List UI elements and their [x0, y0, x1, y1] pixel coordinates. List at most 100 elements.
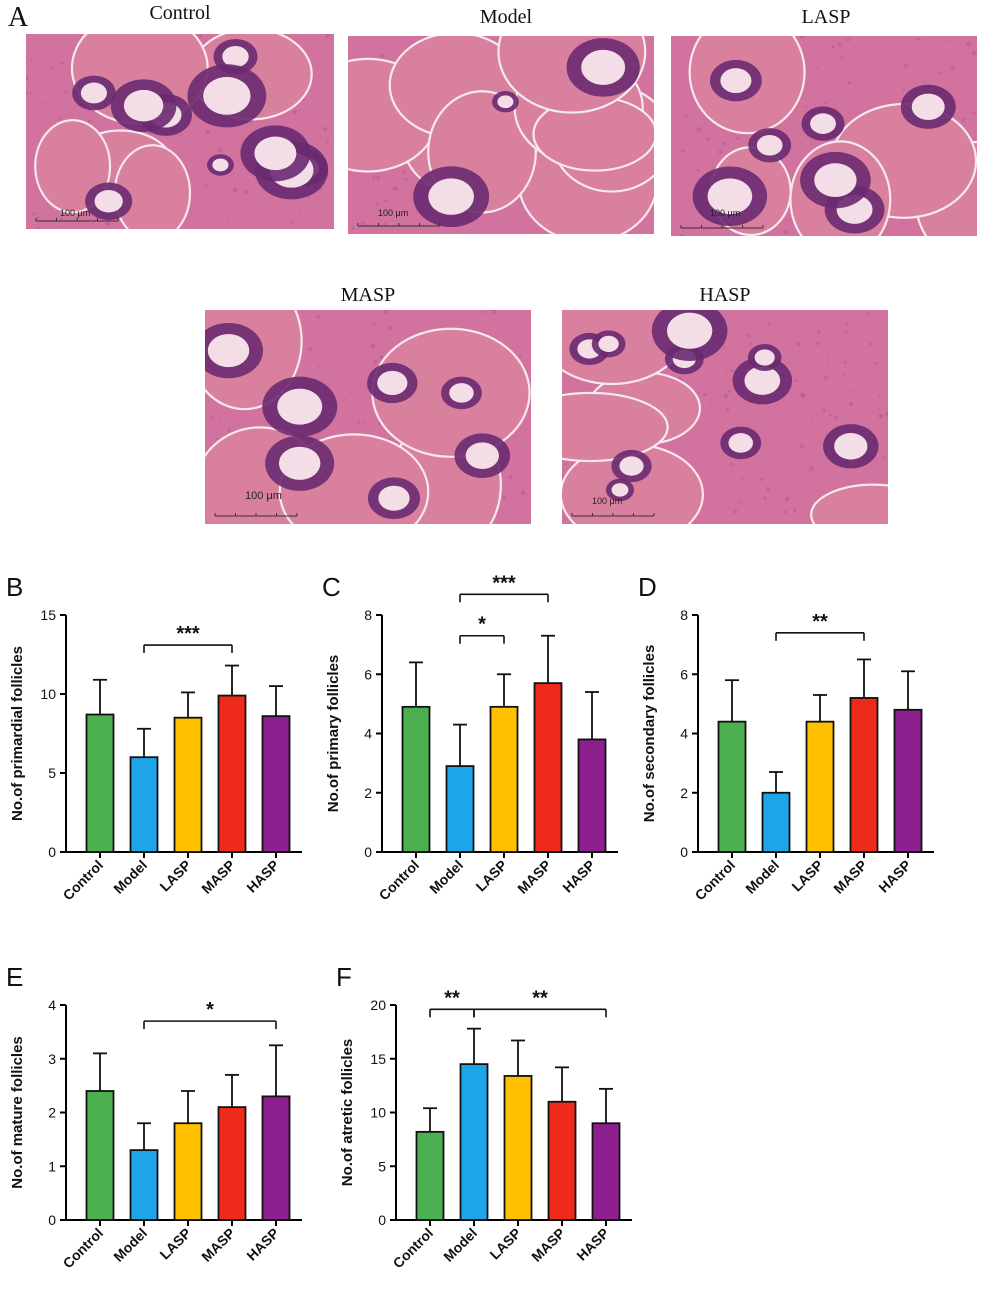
bar-model	[445, 765, 475, 853]
x-tick-label-lasp: LASP	[788, 857, 826, 895]
significance-bracket	[775, 631, 865, 641]
bar-hasp	[893, 708, 923, 853]
significance-label: **	[812, 611, 828, 633]
bar-chart-svg: D No.of secondary follicles 0 2 4 6 8 Control Mo…	[638, 572, 934, 904]
x-tick-label-control: Control	[376, 857, 423, 904]
bar-chart-svg: E No.of mature follicles 0 1 2 3 4 Control Model…	[6, 962, 302, 1272]
bar-hasp	[261, 1095, 291, 1221]
y-tick-label: 6	[364, 666, 372, 682]
y-tick-label: 2	[680, 785, 688, 801]
y-tick-label: 0	[364, 844, 372, 860]
y-tick-label: 2	[364, 785, 372, 801]
y-tick-label: 2	[48, 1105, 56, 1121]
y-tick-label: 5	[378, 1158, 386, 1174]
micrograph-svg	[348, 36, 654, 234]
y-tick-label: 10	[40, 686, 56, 702]
y-tick-label: 0	[378, 1212, 386, 1228]
chart-c-primary: C No.of primary follicles 0 2 4 6 8 Control Mode…	[316, 560, 636, 932]
scale-label-lasp: 100 μm	[710, 208, 741, 218]
bar-model	[129, 756, 159, 853]
chart-e-mature: E No.of mature follicles 0 1 2 3 4 Control Model…	[0, 950, 330, 1289]
bar-hasp	[591, 1122, 621, 1221]
chart-f-atretic: F No.of atretic follicles 0 5 10 15 20 Control M…	[330, 950, 650, 1289]
scale-label-control: 100 μm	[60, 208, 91, 218]
significance-bracket	[143, 1020, 277, 1030]
y-tick-label: 6	[680, 666, 688, 682]
y-axis-label: No.of secondary follicles	[641, 645, 658, 823]
micrograph-svg	[26, 34, 334, 229]
micrograph-masp	[205, 310, 531, 524]
bar-masp	[217, 1106, 247, 1221]
significance-label: ***	[176, 623, 200, 645]
bar-lasp	[173, 716, 203, 853]
x-tick-label-lasp: LASP	[472, 857, 510, 895]
bar-chart-svg: B No.of primardial follicles 0 5 10 15 Control…	[6, 572, 302, 903]
y-tick-label: 8	[364, 607, 372, 623]
micrograph-svg	[205, 310, 531, 524]
x-tick-label-masp: MASP	[198, 857, 238, 897]
micrograph-title-control: Control	[149, 2, 211, 24]
bar-lasp	[173, 1122, 203, 1221]
significance-label: **	[532, 987, 548, 1009]
significance-label: ***	[492, 572, 516, 594]
y-axis-label: No.of mature follicles	[9, 1036, 26, 1189]
y-tick-label: 4	[364, 726, 372, 742]
x-tick-label-lasp: LASP	[156, 1225, 194, 1263]
bar-control	[85, 1090, 115, 1221]
panel-letter: B	[6, 572, 23, 602]
y-tick-label: 8	[680, 607, 688, 623]
x-tick-label-masp: MASP	[830, 857, 870, 897]
bar-masp	[217, 694, 247, 853]
x-tick-label-lasp: LASP	[486, 1225, 524, 1263]
y-axis-label: No.of primary follicles	[325, 655, 342, 813]
bar-masp	[547, 1100, 577, 1221]
scale-label-model: 100 μm	[378, 208, 409, 218]
y-tick-label: 15	[40, 607, 56, 623]
significance-label: **	[444, 987, 460, 1009]
x-tick-label-hasp: HASP	[875, 857, 914, 896]
x-tick-label-hasp: HASP	[243, 1225, 282, 1264]
x-tick-label-model: Model	[426, 857, 466, 897]
micrograph-control	[26, 34, 334, 229]
significance-bracket	[459, 593, 549, 603]
x-tick-label-hasp: HASP	[573, 1225, 612, 1264]
x-tick-label-model: Model	[110, 1225, 150, 1265]
y-tick-label: 15	[370, 1051, 386, 1067]
scale-label-hasp: 100 μm	[592, 496, 623, 506]
bar-masp	[849, 697, 879, 853]
panel-letter: C	[322, 572, 341, 602]
y-tick-label: 4	[48, 997, 56, 1013]
bar-model	[761, 791, 791, 853]
micrograph-title-hasp: HASP	[699, 284, 751, 306]
y-tick-label: 0	[680, 844, 688, 860]
bar-model	[459, 1063, 489, 1221]
bar-control	[717, 720, 747, 853]
significance-bracket	[459, 634, 505, 644]
micrograph-model	[348, 36, 654, 234]
x-tick-label-lasp: LASP	[156, 857, 194, 895]
bar-masp	[533, 682, 563, 853]
y-tick-label: 1	[48, 1158, 56, 1174]
micrograph-hasp	[562, 310, 888, 524]
panel-letter: D	[638, 572, 657, 602]
significance-bracket	[473, 1008, 607, 1018]
bar-model	[129, 1149, 159, 1221]
x-tick-label-masp: MASP	[528, 1225, 568, 1265]
micrograph-lasp	[671, 36, 977, 236]
x-tick-label-control: Control	[60, 1225, 107, 1272]
y-axis-label: No.of primardial follicles	[9, 646, 26, 821]
micrograph-svg	[562, 310, 888, 524]
bar-hasp	[577, 738, 607, 853]
significance-bracket	[143, 644, 233, 654]
y-tick-label: 5	[48, 765, 56, 781]
bar-lasp	[805, 720, 835, 853]
bar-control	[415, 1130, 445, 1221]
micrograph-title-model: Model	[479, 6, 533, 28]
bar-lasp	[503, 1075, 533, 1221]
x-tick-label-control: Control	[692, 857, 739, 904]
x-tick-label-hasp: HASP	[559, 857, 598, 896]
y-tick-label: 0	[48, 1212, 56, 1228]
bar-control	[85, 713, 115, 853]
y-tick-label: 10	[370, 1105, 386, 1121]
